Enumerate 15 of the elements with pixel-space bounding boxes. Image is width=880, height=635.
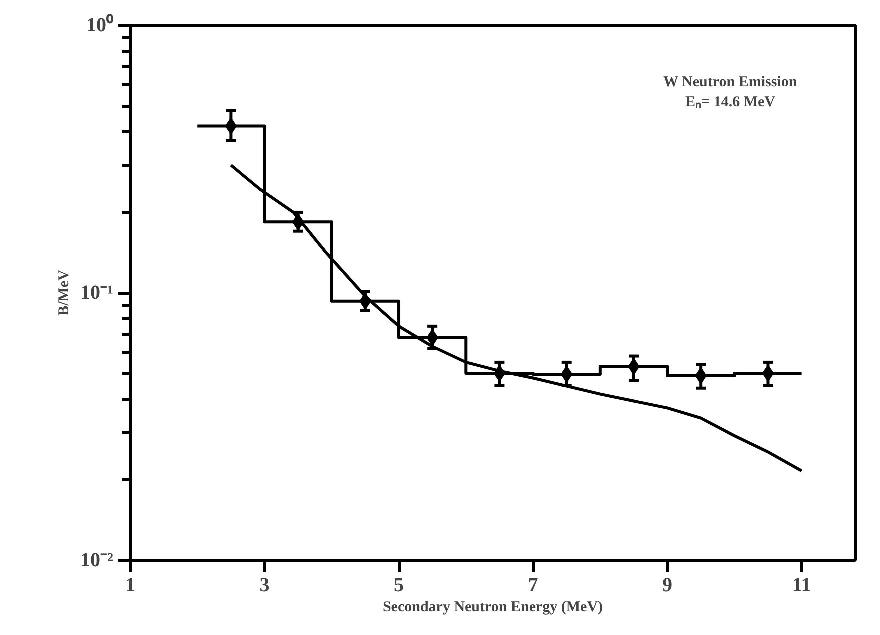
x-tick-label: 11 xyxy=(792,574,812,596)
x-axis-title: Secondary Neutron Energy (MeV) xyxy=(382,600,604,616)
x-tick-label: 9 xyxy=(662,574,673,596)
y-axis-title: B/MeV xyxy=(56,270,73,316)
y-tick-label: 10⁻¹ xyxy=(80,282,114,304)
x-tick-label: 1 xyxy=(126,574,136,596)
annotation: W Neutron Emission xyxy=(664,74,798,90)
y-tick-label: 10⁻² xyxy=(80,550,114,572)
x-tick-label: 7 xyxy=(528,574,538,596)
x-tick-label: 3 xyxy=(260,574,270,596)
point xyxy=(762,365,774,382)
x-tick-label: 5 xyxy=(394,574,404,596)
point xyxy=(225,118,238,135)
annotation: Eₙ= 14.6 MeV xyxy=(686,94,776,110)
y-tick-label: 10⁰ xyxy=(86,14,114,36)
